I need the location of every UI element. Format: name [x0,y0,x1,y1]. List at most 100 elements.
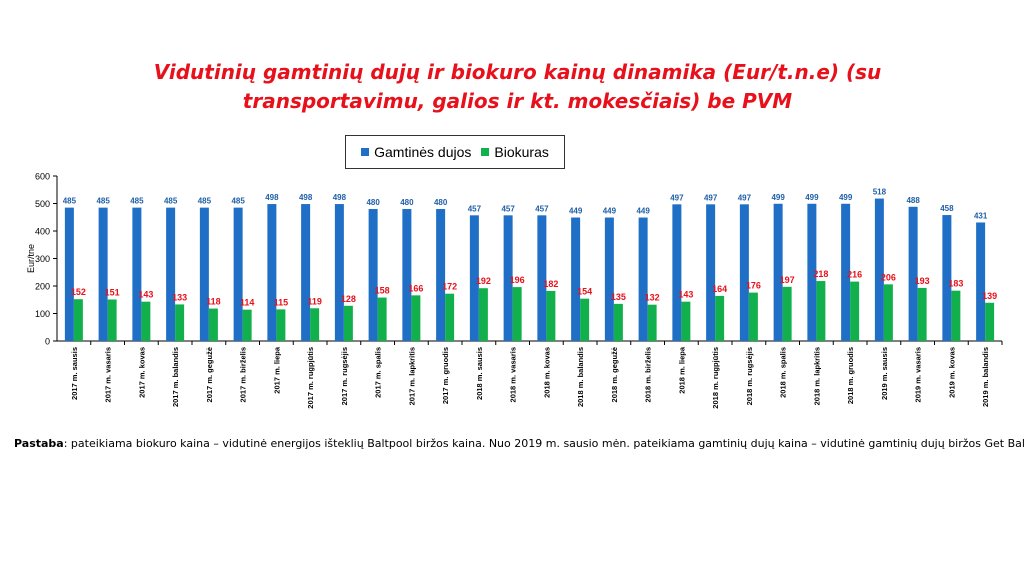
bar-biofuel [445,293,455,341]
bar-biofuel [377,297,387,341]
x-tick-label: 2018 m. balandis [576,347,585,407]
bar-biofuel [580,298,590,341]
x-tick-label: 2018 m. birželis [644,347,653,402]
data-label-biofuel: 158 [375,286,390,296]
bar-gas [267,204,277,341]
bar-gas [233,207,243,341]
x-tick-label: 2017 m. lapkritis [407,347,416,405]
data-label-gas: 498 [299,193,313,202]
data-label-biofuel: 152 [71,287,86,297]
bar-biofuel [951,290,961,341]
x-tick-label: 2017 m. gruodis [441,347,450,404]
data-label-biofuel: 143 [138,290,153,300]
data-label-biofuel: 193 [915,276,930,286]
x-tick-label: 2018 m. sausis [475,347,484,400]
footnote-text: : pateikiama biokuro kaina – vidutinė en… [63,437,1024,450]
data-label-biofuel: 166 [408,283,423,293]
data-label-biofuel: 196 [510,275,525,285]
x-tick-label: 2018 m. kovas [542,347,551,398]
data-label-gas: 480 [366,198,380,207]
legend-item-biofuel: Biokuras [481,144,549,160]
chart-title: Vidutinių gamtinių dujų ir biokuro kainų… [153,60,882,113]
x-tick-label: 2018 m. rugpjūtis [711,347,720,409]
bar-biofuel [310,308,320,341]
bar-biofuel [917,287,927,341]
legend-label-gas: Gamtinės dujos [374,144,472,160]
bar-gas [368,209,378,341]
data-label-biofuel: 218 [813,269,828,279]
bar-biofuel [546,290,556,341]
bar-biofuel [242,309,252,341]
data-label-gas: 518 [873,188,887,197]
data-label-biofuel: 135 [611,292,626,302]
data-label-biofuel: 183 [948,279,963,289]
data-label-biofuel: 216 [847,270,862,280]
x-tick-label: 2017 m. birželis [239,347,248,402]
footnote: Pastaba: pateikiama biokuro kaina – vidu… [14,437,1024,450]
legend-label-biofuel: Biokuras [494,144,549,160]
bar-biofuel [613,303,623,341]
data-label-gas: 485 [63,197,77,206]
y-tick-label: 400 [35,227,50,237]
data-label-gas: 431 [974,211,988,220]
bar-biofuel [748,292,758,341]
x-tick-label: 2017 m. liepa [272,346,281,394]
y-tick-label: 100 [35,309,50,319]
bar-biofuel [715,295,725,341]
x-tick-label: 2017 m. spalis [374,347,383,398]
x-tick-label: 2019 m. sausis [880,347,889,400]
data-label-biofuel: 114 [240,298,255,308]
data-label-gas: 497 [704,193,718,202]
data-label-gas: 457 [468,204,482,213]
bar-gas [64,207,74,341]
data-label-gas: 480 [400,198,414,207]
bar-gas [672,204,682,341]
x-tick-label: 2018 m. lapkritis [812,347,821,405]
data-label-gas: 499 [839,193,853,202]
x-tick-label: 2019 m. balandis [981,347,990,407]
bar-biofuel [175,304,185,341]
bar-gas [334,204,344,341]
bar-gas [537,215,547,341]
x-tick-label: 2017 m. balandis [171,347,180,407]
data-label-gas: 458 [940,204,954,213]
x-tick-label: 2018 m. vasaris [509,347,518,402]
data-label-biofuel: 197 [780,275,795,285]
data-label-biofuel: 143 [678,290,693,300]
chart-legend: Gamtinės dujos Biokuras [345,135,565,169]
data-label-gas: 497 [670,193,684,202]
bar-gas [166,207,176,341]
bar-gas [807,203,817,341]
bar-biofuel [647,304,657,341]
bar-biofuel [141,301,151,341]
x-tick-label: 2017 m. gegužė [205,347,214,402]
bar-biofuel [816,281,826,341]
data-label-gas: 457 [501,204,515,213]
x-tick-label: 2019 m. kovas [947,347,956,398]
bar-biofuel [411,295,421,341]
data-label-biofuel: 151 [105,287,120,297]
bar-biofuel [343,305,353,341]
data-label-gas: 485 [130,197,144,206]
bar-biofuel [73,299,83,341]
data-label-gas: 485 [198,197,212,206]
bar-biofuel [276,309,286,341]
data-label-biofuel: 192 [476,276,491,286]
bar-gas [739,204,749,341]
y-tick-label: 600 [35,172,50,182]
bar-gas [942,215,952,341]
x-tick-label: 2017 m. rugsėjis [340,347,349,405]
data-label-gas: 499 [771,193,785,202]
bar-gas [199,207,209,341]
x-tick-label: 2019 m. vasaris [914,347,923,402]
data-label-gas: 457 [535,204,549,213]
data-label-biofuel: 118 [206,297,221,307]
data-label-gas: 449 [636,207,650,216]
bar-biofuel [208,308,218,341]
x-tick-label: 2018 m. rugsėjis [745,347,754,405]
bar-gas [436,209,446,341]
data-label-gas: 485 [231,197,245,206]
bar-biofuel [681,301,691,341]
y-tick-label: 200 [35,282,50,292]
